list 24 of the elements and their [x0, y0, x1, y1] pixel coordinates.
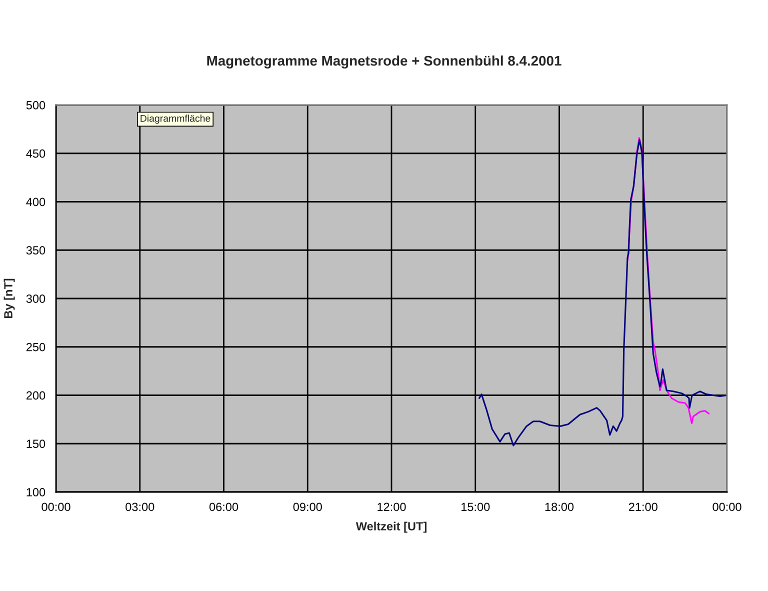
- x-tick-label: 21:00: [628, 502, 658, 512]
- y-tick-label: 450: [26, 149, 46, 158]
- x-tick-label: 12:00: [378, 502, 406, 512]
- x-axis-title: Weltzeit [UT]: [356, 522, 426, 533]
- line-series: [478, 139, 727, 446]
- y-tick-label: 250: [26, 342, 46, 352]
- y-tick-label: 200: [26, 391, 46, 400]
- y-tick-label: 150: [26, 440, 46, 448]
- annotation: Diagrammfläche: [140, 114, 210, 124]
- x-tick-label: 06:00: [209, 502, 238, 512]
- x-tick-label: 18:00: [545, 502, 574, 512]
- y-tick-label: 100: [26, 488, 46, 496]
- y-axis-title: By [nT]: [4, 278, 15, 318]
- x-tick-label: 00:00: [712, 502, 742, 512]
- x-tick-label: 03:00: [126, 502, 154, 512]
- x-tick-label: 09:00: [293, 502, 322, 512]
- y-tick-label: 400: [26, 198, 46, 206]
- y-tick-label: 300: [26, 294, 46, 303]
- x-tick-label: 15:00: [462, 502, 490, 512]
- y-tick-label: 350: [26, 246, 46, 255]
- x-tick-label: 00:00: [42, 502, 70, 512]
- y-tick-label: 500: [26, 101, 46, 110]
- chart-title: Magnetogramme Magnetsrode + Sonnenbühl 8.4.2001: [207, 55, 562, 69]
- line-series: [626, 137, 710, 424]
